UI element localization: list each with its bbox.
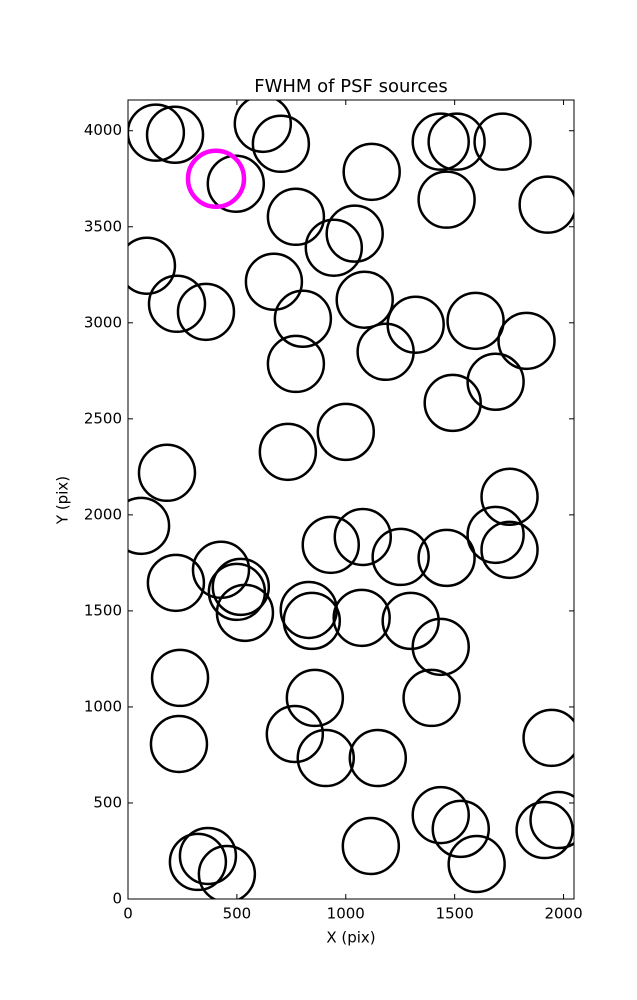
source-circle (342, 142, 401, 202)
source-circle (447, 834, 506, 894)
x-tick-label: 0 (123, 905, 133, 923)
source-circle (325, 204, 384, 263)
y-tick-label: 2000 (84, 505, 122, 523)
source-circle (473, 112, 532, 171)
source-circle (282, 591, 342, 651)
source-circle (178, 826, 238, 886)
source-circle (341, 816, 401, 876)
source-circle (147, 274, 207, 334)
source-circle (273, 289, 333, 349)
source-circle (244, 252, 304, 311)
axes-frame (127, 99, 575, 900)
x-axis-label: X (pix) (326, 929, 375, 947)
source-circle (316, 402, 376, 462)
y-axis-label: Y (pix) (54, 476, 72, 525)
source-circle (427, 112, 486, 171)
source-circle (301, 515, 360, 575)
source-circle (423, 373, 482, 433)
source-circle (332, 588, 391, 648)
source-circle (480, 467, 539, 527)
x-tick-label: 1000 (327, 905, 365, 923)
source-circle (206, 154, 266, 213)
source-circle (145, 105, 205, 165)
source-circle (417, 528, 476, 588)
source-circle (176, 282, 236, 342)
source-circle (515, 800, 574, 860)
source-circle (233, 100, 293, 154)
source-circle (265, 704, 325, 764)
source-circle (333, 507, 393, 567)
source-circle (296, 728, 355, 788)
source-circle (529, 790, 574, 850)
source-circle (411, 112, 470, 171)
y-tick-label: 3500 (84, 217, 122, 235)
source-circle (150, 648, 210, 708)
source-circle (402, 668, 461, 728)
source-circle (285, 668, 345, 728)
source-circle (128, 236, 177, 295)
source-circle (371, 527, 430, 587)
source-circle (466, 505, 525, 565)
chart-title: FWHM of PSF sources (254, 76, 448, 97)
source-circle (335, 270, 394, 329)
source-circle (466, 352, 525, 412)
source-circle (146, 553, 206, 613)
source-circle (137, 443, 197, 503)
source-circle (480, 520, 539, 580)
source-circle (356, 322, 415, 382)
source-circle (266, 334, 326, 394)
source-circle (149, 714, 209, 774)
y-tick-label: 1500 (84, 601, 122, 619)
source-circle (185, 148, 247, 209)
source-circle (168, 832, 228, 892)
plot-area (128, 100, 574, 899)
source-circle (518, 175, 574, 234)
x-tick-label: 2000 (544, 905, 582, 923)
x-tick-label: 1500 (436, 905, 474, 923)
x-tick-label: 500 (223, 905, 252, 923)
y-tick-label: 2500 (84, 409, 122, 427)
source-circle (258, 422, 318, 482)
y-tick-label: 500 (93, 793, 122, 811)
source-circle (446, 291, 505, 351)
source-circle (348, 728, 408, 788)
source-circle (497, 311, 556, 371)
source-circle (197, 844, 257, 899)
source-circle (211, 557, 271, 617)
y-tick-label: 1000 (84, 697, 122, 715)
source-circle (266, 187, 326, 247)
source-circle (431, 799, 491, 859)
source-circle (215, 583, 275, 643)
source-circle (128, 103, 186, 162)
source-circle (381, 591, 440, 651)
source-circle (411, 617, 470, 677)
y-tick-label: 4000 (84, 121, 122, 139)
source-circle (411, 785, 470, 845)
source-circle (251, 114, 311, 174)
source-circle (304, 218, 364, 277)
y-tick-label: 3000 (84, 313, 122, 331)
y-tick-label: 0 (112, 890, 122, 908)
source-circle (417, 170, 476, 229)
source-circle (128, 496, 171, 556)
source-circle (522, 708, 574, 768)
